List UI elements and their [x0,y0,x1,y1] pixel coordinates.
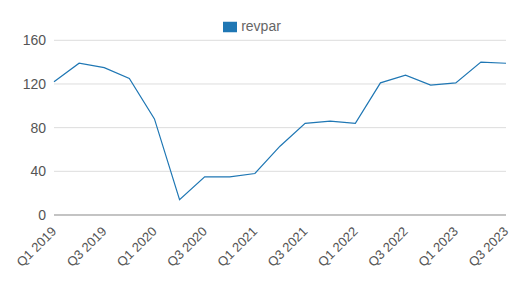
svg-text:0: 0 [38,207,46,223]
svg-text:40: 40 [30,163,46,179]
svg-text:Q1 2020: Q1 2020 [114,224,160,270]
svg-text:Q1 2023: Q1 2023 [415,224,461,270]
svg-text:Q3 2021: Q3 2021 [265,224,311,270]
html-text:revpar: revpar [241,18,281,34]
svg-text:80: 80 [30,120,46,136]
svg-text:Q1 2022: Q1 2022 [315,224,361,270]
svg-text:Q3 2022: Q3 2022 [365,224,411,270]
svg-text:120: 120 [23,76,47,92]
svg-text:Q3 2020: Q3 2020 [164,224,210,270]
svg-text:Q3 2019: Q3 2019 [64,224,110,270]
svg-text:Q3 2023: Q3 2023 [465,224,511,270]
svg-text:Q1 2021: Q1 2021 [214,224,260,270]
svg-text:Q1 2019: Q1 2019 [13,224,59,270]
svg-text:160: 160 [23,32,47,48]
